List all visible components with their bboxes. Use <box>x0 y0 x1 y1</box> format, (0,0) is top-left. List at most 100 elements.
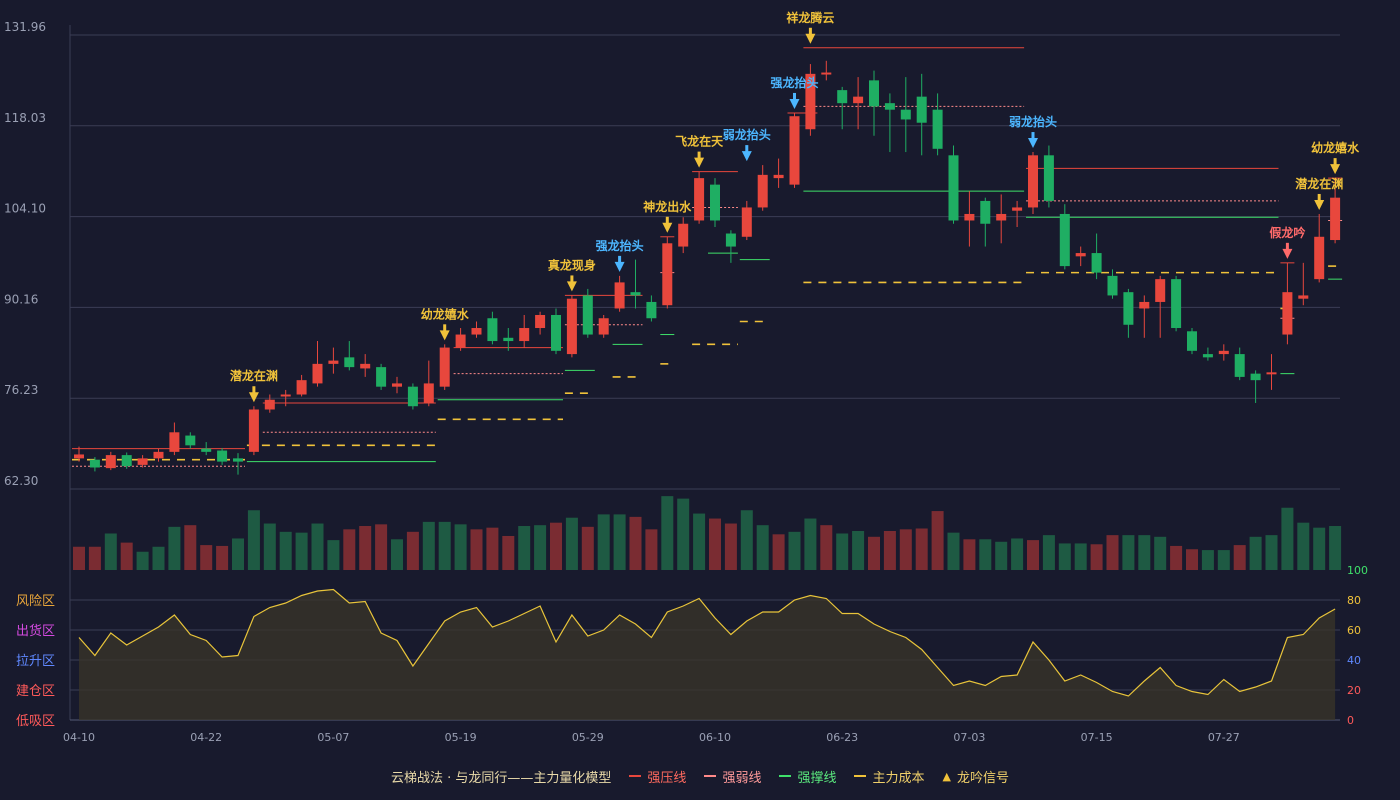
volume-bar <box>661 496 674 570</box>
volume-bar <box>168 526 181 570</box>
candle-body <box>392 383 402 387</box>
candle-body <box>1028 155 1038 208</box>
osc-area <box>79 589 1336 720</box>
volume-bar <box>343 529 356 570</box>
volume-bar <box>518 526 531 570</box>
volume-bar <box>581 526 594 570</box>
candle-body <box>1123 292 1134 325</box>
candle-body <box>519 328 530 342</box>
volume-bar <box>232 538 244 570</box>
volume-bar <box>852 530 865 570</box>
volume-bar <box>152 546 165 570</box>
legend-caption: 云梯战法 · 与龙同行——主力量化模型 <box>391 770 612 786</box>
candle-body <box>694 178 705 221</box>
volume-bar <box>629 516 642 570</box>
dragon-chart[interactable]: 131.96 118.03 104.10 90.16 76.23 62.30 100 80 60… <box>0 0 1400 760</box>
legend-item-resist: 强压线 <box>629 767 686 786</box>
volume-bar <box>709 518 721 570</box>
osc-tick-label: 0 <box>1347 714 1354 727</box>
volume-bar <box>899 529 912 570</box>
signal-label: 弱龙抬头 <box>723 127 771 142</box>
x-tick-label: 05-19 <box>445 731 477 744</box>
volume-bar <box>1154 536 1167 570</box>
volume-bar <box>470 529 483 570</box>
candle-body <box>1330 197 1341 241</box>
candle-body <box>233 458 243 462</box>
candle-body <box>757 174 768 208</box>
legend: 云梯战法 · 与龙同行——主力量化模型 强压线 强弱线 强撑线 主力成本 ▲ 龙… <box>0 764 1400 788</box>
candle-body <box>853 96 864 104</box>
candle-body <box>1298 295 1309 299</box>
volume-bar <box>1058 543 1071 570</box>
signal-arrow-icon <box>789 98 800 109</box>
candle-body <box>598 318 609 335</box>
candle-body <box>185 435 196 446</box>
candle-body <box>630 292 641 296</box>
signal-label: 假龙吟 <box>1269 225 1305 240</box>
volume-bar <box>565 517 578 570</box>
candle-body <box>264 399 275 410</box>
signal-label: 幼龙嬉水 <box>1311 140 1360 155</box>
candle-body <box>1266 372 1277 375</box>
candle-body <box>614 282 625 309</box>
osc-line <box>78 588 1336 697</box>
x-tick-label: 04-10 <box>63 731 95 744</box>
signal-label: 潜龙在渊 <box>1295 176 1343 191</box>
volume-bar <box>1074 543 1087 570</box>
osc-zone-label: 风险区 <box>16 594 55 609</box>
candle-body <box>105 455 116 469</box>
candle-body <box>1012 207 1023 211</box>
osc-zone-label: 建仓区 <box>16 684 55 699</box>
candle-body <box>1059 213 1070 267</box>
volume-bar <box>1106 535 1119 570</box>
volume-bar <box>438 521 451 570</box>
candle-body <box>407 386 418 407</box>
volume-bar <box>311 523 324 570</box>
legend-weak-swatch <box>704 775 717 777</box>
signal-arrow-icon <box>439 330 450 341</box>
volume-bar <box>963 539 976 570</box>
volume-bar <box>454 524 467 570</box>
candle-body <box>996 213 1007 221</box>
volume-bar <box>550 522 562 570</box>
signal-label: 弱龙抬头 <box>1009 114 1057 129</box>
candle-body <box>121 455 132 467</box>
volume-bar <box>931 511 944 570</box>
volume-bar <box>295 532 308 570</box>
candle-body <box>821 72 832 75</box>
signal-label: 神龙出水 <box>643 199 692 214</box>
signal-label: 飞龙在天 <box>675 134 724 149</box>
volume-bar <box>868 536 880 570</box>
candle-body <box>1187 331 1197 351</box>
legend-item-cost: 主力成本 <box>854 767 924 786</box>
candle-body <box>662 243 673 306</box>
candle-body <box>1139 301 1150 309</box>
volume-bar <box>1201 550 1214 570</box>
osc-zone-label: 出货区 <box>16 623 55 639</box>
volume-bar <box>1042 535 1055 570</box>
volume-bar <box>88 546 101 570</box>
volume-bar <box>104 533 117 570</box>
candle-body <box>471 328 482 335</box>
candle-body <box>217 450 228 462</box>
candle-body <box>1043 155 1054 201</box>
candle-body <box>535 314 546 329</box>
volume-bar <box>883 530 896 570</box>
candle-body <box>582 295 593 335</box>
candle-body <box>1202 354 1213 358</box>
candle-body <box>503 337 514 342</box>
x-tick-label: 06-10 <box>699 731 731 744</box>
legend-item-signal: ▲ 龙吟信号 <box>942 769 1009 786</box>
volume-bar <box>947 532 960 570</box>
signal-arrow-icon <box>805 33 816 44</box>
volume-bar <box>422 521 435 570</box>
volume-bar <box>502 535 515 570</box>
candle-body <box>1091 253 1102 273</box>
candle-body <box>964 213 975 221</box>
price-tick-label: 62.30 <box>4 474 38 488</box>
legend-cost-swatch <box>854 775 867 777</box>
osc-tick-label: 40 <box>1347 654 1361 667</box>
candle-body <box>344 357 355 368</box>
candle-body <box>551 314 561 351</box>
volume-bar <box>1281 507 1294 570</box>
